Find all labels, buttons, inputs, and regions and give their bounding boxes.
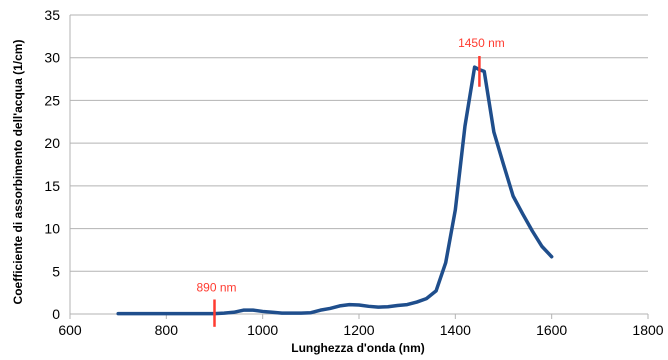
- series-line: [116, 65, 554, 316]
- x-tick-label: 1400: [440, 322, 471, 338]
- y-tick-label: 0: [52, 306, 60, 322]
- x-tick-label: 1600: [536, 322, 567, 338]
- x-tick-label: 1800: [632, 322, 663, 338]
- y-tick-label: 10: [44, 221, 60, 237]
- x-axis-title: Lunghezza d'onda (nm): [291, 341, 425, 355]
- axes: [69, 15, 649, 319]
- x-tick-label: 1000: [247, 322, 278, 338]
- series: [116, 65, 554, 316]
- annotation-label: 890 nm: [196, 280, 236, 294]
- y-tick-label: 30: [44, 50, 60, 66]
- annotations: 890 nm 1450 nm: [196, 36, 505, 327]
- y-tick-label: 25: [44, 92, 60, 108]
- y-tick-label: 5: [52, 263, 60, 279]
- y-axis-title: Coefficiente di assorbimento dell'acqua …: [11, 40, 25, 305]
- x-tick-label: 800: [155, 322, 179, 338]
- tick-labels: 0 5 10 15 20 25 30 35 600 800 1000 1200 1400 1600 1800: [44, 7, 663, 338]
- y-tick-label: 20: [44, 135, 60, 151]
- y-tick-label: 15: [44, 178, 60, 194]
- annotation-label: 1450 nm: [458, 36, 505, 50]
- x-tick-label: 600: [58, 322, 82, 338]
- grid: [70, 14, 648, 272]
- y-tick-label: 35: [44, 7, 60, 23]
- x-tick-label: 1200: [343, 322, 374, 338]
